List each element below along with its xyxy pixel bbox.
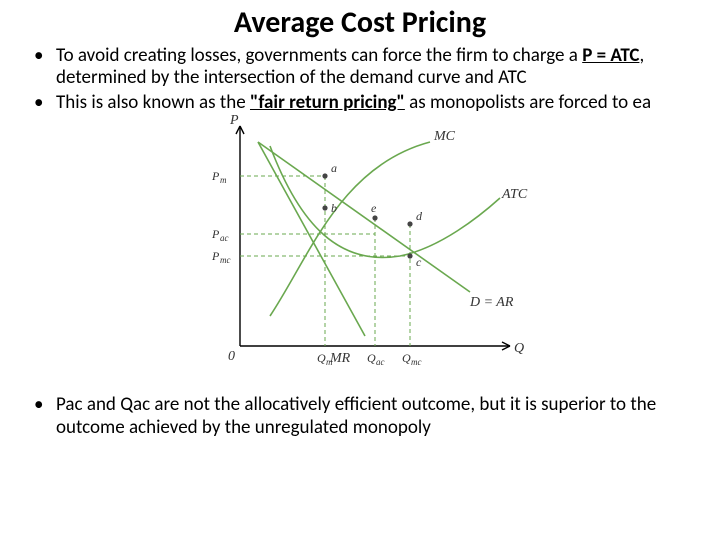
svg-text:P: P xyxy=(211,249,220,263)
guides xyxy=(240,176,410,346)
svg-text:a: a xyxy=(331,161,337,175)
svg-text:P: P xyxy=(211,227,220,241)
label-atc: ATC xyxy=(501,187,528,202)
label-mc: MC xyxy=(433,129,456,144)
svg-text:e: e xyxy=(371,201,377,215)
axis-label-q: Q xyxy=(514,341,524,356)
svg-text:c: c xyxy=(416,255,422,269)
bullet-1: To avoid creating losses, governments ca… xyxy=(28,45,700,90)
svg-text:m: m xyxy=(220,175,227,185)
svg-text:mc: mc xyxy=(220,255,231,265)
axis-label-o: 0 xyxy=(228,349,235,364)
points xyxy=(322,174,412,259)
point-labels: a b c d e xyxy=(331,161,423,269)
svg-text:d: d xyxy=(416,209,423,223)
svg-text:Q: Q xyxy=(402,351,411,365)
label-d: D = AR xyxy=(469,295,514,310)
bullet-3-text: Pac and Qac are not the allocatively eff… xyxy=(56,393,656,438)
svg-text:mc: mc xyxy=(411,357,422,367)
axes xyxy=(236,126,510,350)
bullet-2: This is also known as the "fair return p… xyxy=(28,92,700,114)
bullet-2-highlight: "fair return pricing" xyxy=(250,91,405,114)
mr-curve xyxy=(258,142,365,336)
bullet-1-highlight: P = ATC xyxy=(582,44,639,67)
svg-text:P: P xyxy=(211,169,220,183)
svg-text:Q: Q xyxy=(317,351,326,365)
price-labels: PmPacPmc xyxy=(211,169,231,265)
svg-text:Q: Q xyxy=(367,351,376,365)
bullet-2-text-c: as monopolists are forced to ea xyxy=(405,91,651,114)
chart-container: P 0 Q MC ATC D = AR MR PmPacPmc QmQacQmc… xyxy=(20,106,700,386)
axis-label-p: P xyxy=(229,113,239,128)
demand-curve xyxy=(258,142,470,292)
svg-text:b: b xyxy=(331,201,337,215)
bullet-1-text-a: To avoid creating losses, governments ca… xyxy=(56,44,582,67)
bullet-list-top: To avoid creating losses, governments ca… xyxy=(20,45,700,114)
economics-chart: P 0 Q MC ATC D = AR MR PmPacPmc QmQacQmc… xyxy=(170,106,550,386)
bullet-list-bottom: Pac and Qac are not the allocatively eff… xyxy=(20,394,700,439)
svg-text:m: m xyxy=(326,357,333,367)
bullet-3: Pac and Qac are not the allocatively eff… xyxy=(28,394,700,439)
svg-text:ac: ac xyxy=(376,357,385,367)
slide: Average Cost Pricing To avoid creating l… xyxy=(0,0,720,540)
page-title: Average Cost Pricing xyxy=(20,4,700,41)
svg-text:ac: ac xyxy=(220,233,229,243)
bullet-2-text-a: This is also known as the xyxy=(56,91,250,114)
